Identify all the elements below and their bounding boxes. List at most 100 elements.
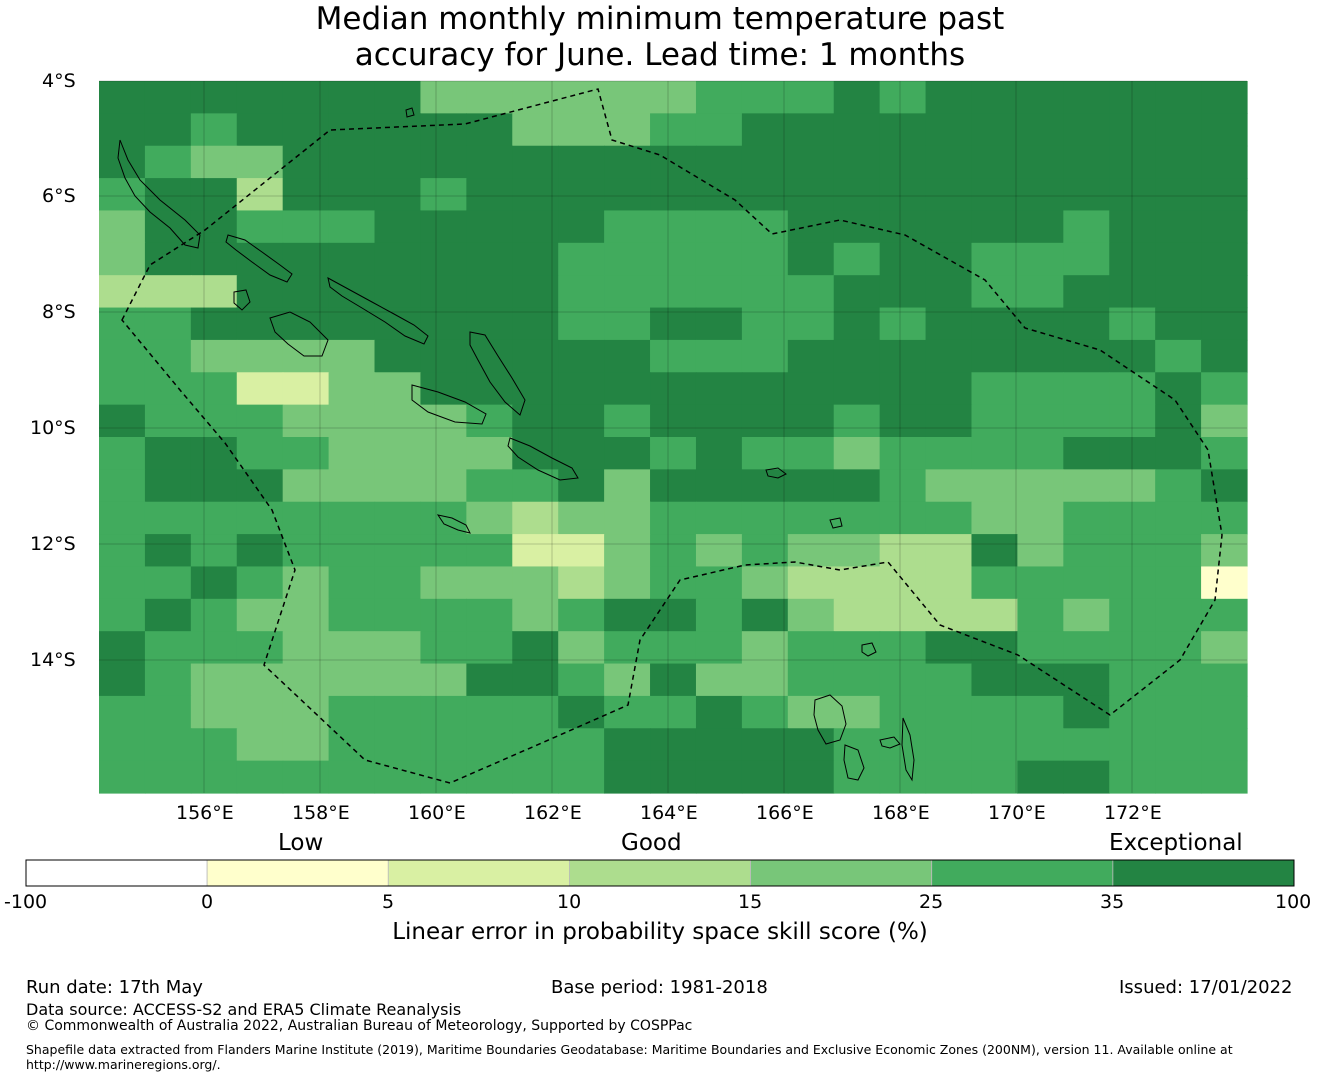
- lat-label-12s: 12°S: [30, 533, 76, 555]
- copyright: © Commonwealth of Australia 2022, Austra…: [26, 1018, 693, 1034]
- grid-cell: [99, 81, 146, 114]
- grid-cell: [236, 728, 284, 762]
- malaita-coast: [469, 331, 526, 416]
- grid-cell: [1063, 598, 1110, 632]
- grid-cell: [833, 437, 881, 470]
- grid-cell: [420, 760, 467, 794]
- grid-cell: [741, 534, 789, 568]
- grid-cell: [1201, 631, 1248, 665]
- grid-cell: [879, 469, 927, 503]
- grid-cell: [144, 534, 192, 568]
- grid-cell: [1155, 178, 1202, 212]
- grid-cell: [1155, 339, 1202, 373]
- grid-cell: [695, 404, 743, 438]
- colorbar: [25, 859, 1295, 887]
- grid-cell: [787, 81, 835, 114]
- grid-cell: [144, 501, 192, 535]
- grid-cell: [374, 210, 422, 244]
- grid-cell: [971, 663, 1018, 697]
- grid-cell: [787, 242, 835, 276]
- grid-cell: [971, 534, 1018, 568]
- lon-label-164e: 164°E: [640, 802, 698, 824]
- grid-cell: [236, 339, 284, 373]
- grid-cell: [420, 534, 467, 568]
- grid-cell: [512, 760, 559, 794]
- grid-cell: [1155, 372, 1202, 406]
- grid-cell: [144, 695, 192, 729]
- grid-cell: [787, 210, 835, 244]
- grid-cell: [99, 145, 146, 179]
- colorbar-tick: 10: [557, 891, 582, 913]
- grid-cell: [236, 404, 284, 438]
- grid-cell: [466, 372, 513, 406]
- grid-cell: [420, 631, 467, 665]
- grid-cell: [925, 113, 973, 147]
- grid-cell: [374, 760, 422, 794]
- grid-cell: [833, 469, 881, 503]
- grid-cell: [971, 242, 1018, 276]
- grid-cell: [466, 566, 513, 600]
- grid-cell: [971, 113, 1018, 147]
- grid-cell: [328, 178, 376, 212]
- grid-cell: [328, 307, 376, 341]
- grid-cell: [144, 145, 192, 179]
- grid-cell: [1017, 145, 1064, 179]
- grid-cell: [971, 404, 1018, 438]
- colorbar-tick: 5: [382, 891, 395, 913]
- grid-cell: [604, 760, 651, 794]
- grid-cell: [1155, 81, 1202, 114]
- grid-cell: [282, 178, 330, 212]
- grid-cell: [374, 275, 422, 309]
- grid-cell: [879, 178, 927, 212]
- grid-cell: [1063, 404, 1110, 438]
- grid-cell: [1109, 275, 1156, 309]
- grid-cell: [236, 663, 284, 697]
- grid-cell: [650, 210, 697, 244]
- colorbar-swatch: [25, 859, 208, 887]
- base-period: Base period: 1981-2018: [551, 977, 768, 998]
- lon-label-166e: 166°E: [756, 802, 814, 824]
- grid-cell: [695, 437, 743, 470]
- grid-cell: [236, 566, 284, 600]
- grid-cell: [328, 113, 376, 147]
- grid-cell: [374, 307, 422, 341]
- lat-label-6s: 6°S: [42, 185, 76, 207]
- grid-cell: [466, 598, 513, 632]
- grid-cell: [925, 178, 973, 212]
- grid-cell: [512, 404, 559, 438]
- grid-cell: [328, 81, 376, 114]
- grid-cell: [282, 728, 330, 762]
- grid-cell: [558, 631, 605, 665]
- lon-label-158e: 158°E: [292, 802, 350, 824]
- grid-cell: [741, 501, 789, 535]
- grid-cell: [374, 728, 422, 762]
- grid-cell: [741, 372, 789, 406]
- grid-cell: [328, 437, 376, 470]
- grid-cell: [1017, 501, 1064, 535]
- grid-cell: [328, 566, 376, 600]
- grid-cell: [1155, 242, 1202, 276]
- grid-cell: [512, 81, 559, 114]
- grid-cell: [466, 469, 513, 503]
- grid-cell: [787, 437, 835, 470]
- grid-cell: [604, 210, 651, 244]
- grid-cell: [879, 372, 927, 406]
- grid-cell: [604, 339, 651, 373]
- grid-cell: [604, 145, 651, 179]
- grid-cell: [420, 178, 467, 212]
- grid-cell: [1201, 81, 1248, 114]
- grid-cell: [787, 145, 835, 179]
- grid-cell: [925, 275, 973, 309]
- grid-cell: [190, 404, 238, 438]
- grid-cell: [190, 728, 238, 762]
- malekula-coast: [843, 744, 865, 781]
- grid-cell: [833, 339, 881, 373]
- grid-cell: [925, 307, 973, 341]
- lon-label-156e: 156°E: [176, 802, 234, 824]
- grid-cell: [741, 145, 789, 179]
- grid-cell: [144, 566, 192, 600]
- grid-cell: [879, 566, 927, 600]
- grid-cell: [879, 598, 927, 632]
- grid-cell: [236, 372, 284, 406]
